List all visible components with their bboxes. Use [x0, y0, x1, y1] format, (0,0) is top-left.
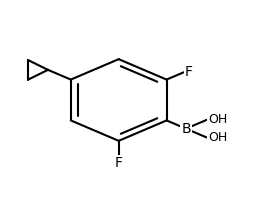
Text: F: F — [115, 156, 123, 170]
Text: OH: OH — [208, 113, 227, 126]
Text: OH: OH — [208, 131, 227, 144]
Text: F: F — [185, 65, 193, 79]
Text: B: B — [181, 122, 191, 136]
